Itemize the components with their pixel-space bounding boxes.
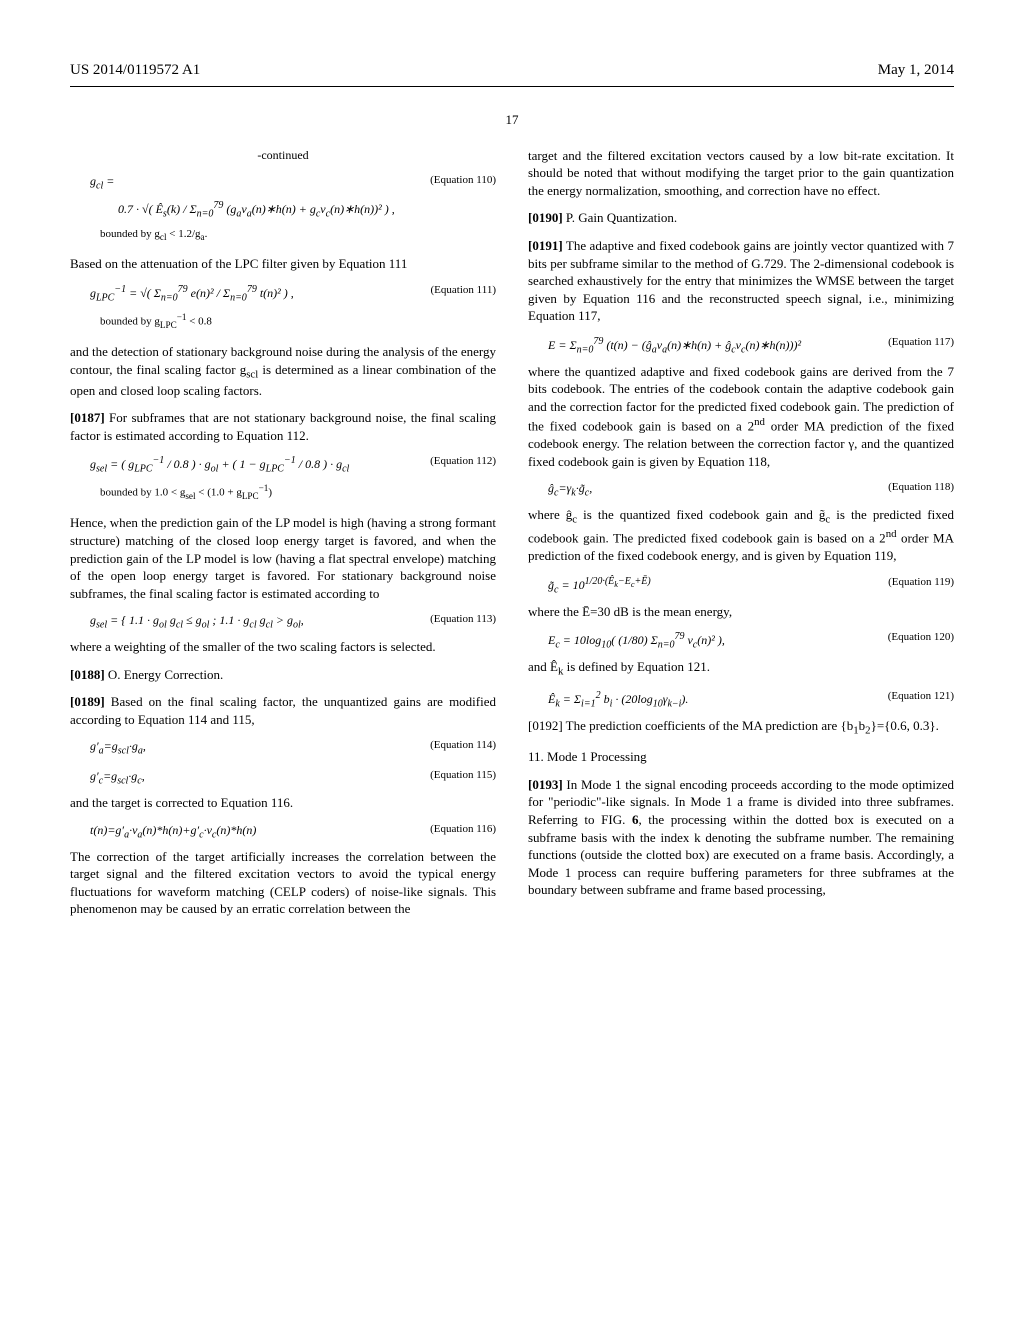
right-column: target and the filtered excitation vecto… — [528, 147, 954, 928]
para-after-118: where ĝc is the quantized fixed codebook… — [528, 506, 954, 565]
continued-label: -continued — [70, 147, 496, 163]
eq119-body: 101/20·(Êk−Ec+Ē) — [573, 578, 651, 592]
eq117-sym: E = — [548, 338, 566, 352]
eq119-sym: g̃c = — [548, 578, 570, 592]
eq116-body: t(n)=g′a·va(n)*h(n)+g′c·vc(n)*h(n) — [90, 822, 422, 842]
two-column-layout: -continued gcl = 0.7 · √( Ês(k) / Σn=079… — [70, 147, 954, 928]
eq117-body: Σn=079 (t(n) − (ĝava(n)∗h(n) + ĝcvc(n)∗h… — [569, 338, 801, 352]
eq111-body: √( Σn=079 e(n)² / Σn=079 t(n)² ) , — [140, 286, 294, 300]
para-after-111: and the detection of stationary backgrou… — [70, 343, 496, 399]
eq121-sym: Êk = — [548, 692, 571, 706]
page-header: US 2014/0119572 A1 May 1, 2014 — [70, 60, 954, 80]
eq111-bound: bounded by gLPC−1 < 0.8 — [100, 311, 496, 331]
equation-113: gsel = { 1.1 · gol gcl ≤ gol ; 1.1 · gcl… — [90, 612, 496, 632]
para-after-120: and Êk is defined by Equation 121. — [528, 658, 954, 679]
equation-117: E = Σn=079 (t(n) − (ĝava(n)∗h(n) + ĝcvc(… — [548, 335, 954, 357]
eq110-bound: bounded by gcl < 1.2/ga. — [100, 227, 496, 244]
equation-119: g̃c = 101/20·(Êk−Ec+Ē) (Equation 119) — [548, 575, 954, 597]
eq113-sym: gsel = — [90, 613, 118, 627]
header-rule — [70, 86, 954, 87]
para-num-0190: [0190] — [528, 210, 563, 225]
para-0190: [0190] P. Gain Quantization. — [528, 209, 954, 227]
eq112-bound: bounded by 1.0 < gsel < (1.0 + gLPC−1) — [100, 482, 496, 502]
eq118-body: ĝc=γk·g̃c, — [548, 480, 880, 500]
para-0187: [0187] For subframes that are not statio… — [70, 409, 496, 444]
eq113-label: (Equation 113) — [422, 612, 496, 627]
eq119-label: (Equation 119) — [880, 575, 954, 590]
para-after-116: The correction of the target artificiall… — [70, 848, 496, 918]
para-0191: [0191] The adaptive and fixed codebook g… — [528, 237, 954, 325]
eq120-sym: Ec = — [548, 633, 571, 647]
equation-115: g′c=gscl·gc, (Equation 115) — [90, 768, 496, 788]
eq114-label: (Equation 114) — [422, 738, 496, 753]
eq112-label: (Equation 112) — [422, 454, 496, 469]
publication-date: May 1, 2014 — [878, 60, 954, 80]
equation-121: Êk = Σi=12 bi · (20log10γk−i). (Equation… — [548, 689, 954, 711]
para-num-0191: [0191] — [528, 238, 563, 253]
equation-110: gcl = 0.7 · √( Ês(k) / Σn=079 (gava(n)∗h… — [90, 173, 496, 221]
section-11-title: 11. Mode 1 Processing — [528, 748, 954, 766]
equation-120: Ec = 10log10( (1/80) Σn=079 vc(n)² ), (E… — [548, 630, 954, 652]
para-0192: [0192] The prediction coefficients of th… — [528, 717, 954, 738]
equation-114: g′a=gscl·ga, (Equation 114) — [90, 738, 496, 758]
eq120-body: 10log10( (1/80) Σn=079 vc(n)² ), — [574, 633, 725, 647]
publication-number: US 2014/0119572 A1 — [70, 60, 200, 80]
equation-118: ĝc=γk·g̃c, (Equation 118) — [548, 480, 954, 500]
para-0193: [0193] In Mode 1 the signal encoding pro… — [528, 776, 954, 899]
eq111-sym: gLPC−1 = — [90, 286, 137, 300]
eq110-sym: gcl = — [90, 174, 114, 188]
equation-111: gLPC−1 = √( Σn=079 e(n)² / Σn=079 t(n)² … — [90, 283, 496, 305]
eq111-label: (Equation 111) — [423, 283, 496, 298]
para-0188: [0188] O. Energy Correction. — [70, 666, 496, 684]
eq115-label: (Equation 115) — [422, 768, 496, 783]
eq112-body: ( gLPC−1 / 0.8 ) · gol + ( 1 − gLPC−1 / … — [121, 457, 349, 471]
para-num-0188: [0188] — [70, 667, 105, 682]
eq121-label: (Equation 121) — [880, 689, 954, 704]
eq118-label: (Equation 118) — [880, 480, 954, 495]
eq114-body: g′a=gscl·ga, — [90, 738, 422, 758]
left-column: -continued gcl = 0.7 · √( Ês(k) / Σn=079… — [70, 147, 496, 928]
page-number: 17 — [70, 111, 954, 129]
para-after-112: Hence, when the prediction gain of the L… — [70, 514, 496, 602]
para-after-115: and the target is corrected to Equation … — [70, 794, 496, 812]
eq113-body: { 1.1 · gol gcl ≤ gol ; 1.1 · gcl gcl > … — [121, 613, 304, 627]
para-after-117: where the quantized adaptive and fixed c… — [528, 363, 954, 471]
eq116-label: (Equation 116) — [422, 822, 496, 837]
para-num-0193: [0193] — [528, 777, 563, 792]
eq121-body: Σi=12 bi · (20log10γk−i). — [574, 692, 689, 706]
eq115-body: g′c=gscl·gc, — [90, 768, 422, 788]
para-after-113: where a weighting of the smaller of the … — [70, 638, 496, 656]
equation-116: t(n)=g′a·va(n)*h(n)+g′c·vc(n)*h(n) (Equa… — [90, 822, 496, 842]
equation-112: gsel = ( gLPC−1 / 0.8 ) · gol + ( 1 − gL… — [90, 454, 496, 476]
para-0187-text: For subframes that are not stationary ba… — [70, 410, 496, 443]
para-top-right: target and the filtered excitation vecto… — [528, 147, 954, 200]
para-after-119: where the Ē=30 dB is the mean energy, — [528, 603, 954, 621]
eq120-label: (Equation 120) — [880, 630, 954, 645]
eq110-label: (Equation 110) — [422, 173, 496, 188]
eq112-sym: gsel = — [90, 457, 118, 471]
para-num-0189: [0189] — [70, 694, 105, 709]
eq110-body: 0.7 · √( Ês(k) / Σn=079 (gava(n)∗h(n) + … — [90, 193, 395, 221]
eq117-label: (Equation 117) — [880, 335, 954, 350]
para-after-110: Based on the attenuation of the LPC filt… — [70, 255, 496, 273]
para-num-0187: [0187] — [70, 410, 105, 425]
para-0189: [0189] Based on the final scaling factor… — [70, 693, 496, 728]
